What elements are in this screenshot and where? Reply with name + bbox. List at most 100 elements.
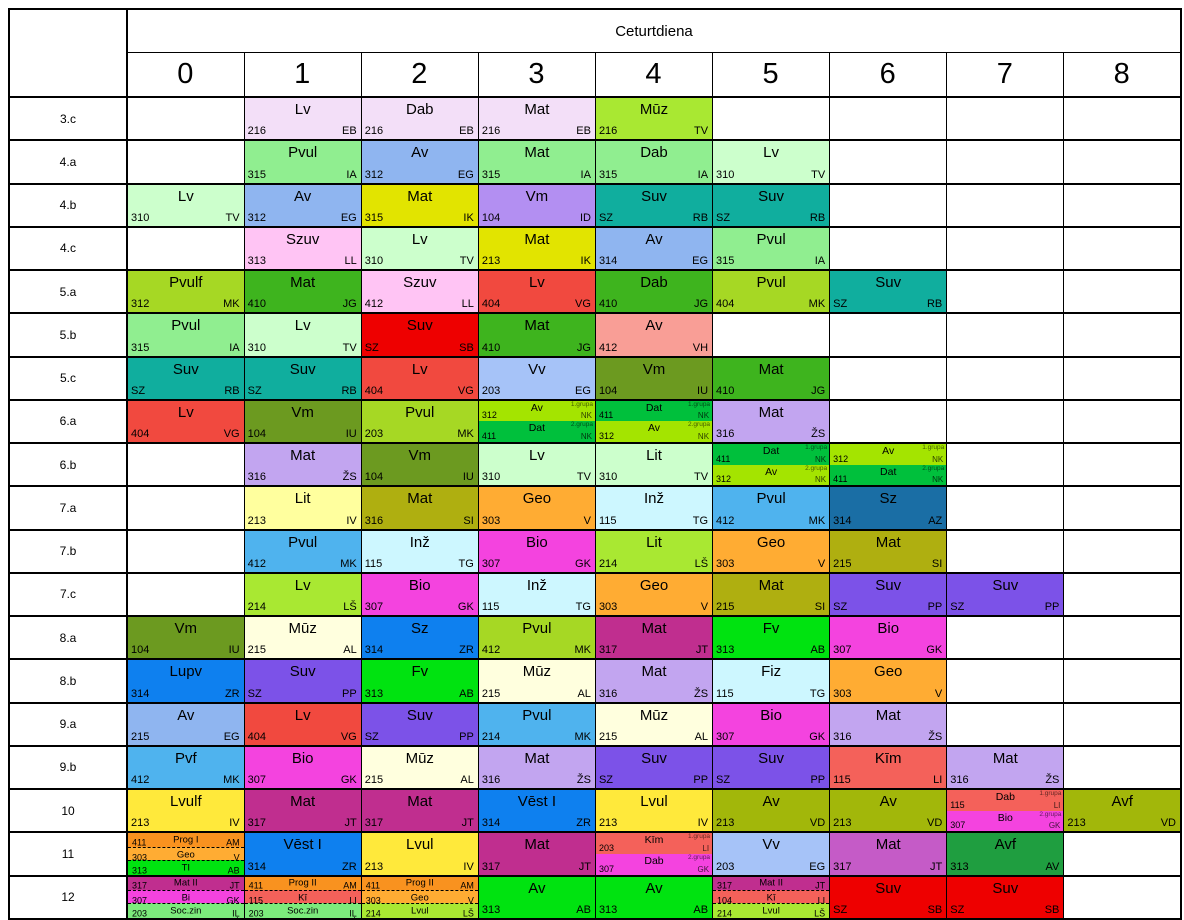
lesson: 303 Geo V — [479, 488, 595, 528]
lesson: 214 Pvul MK — [479, 704, 595, 744]
lesson-cell: 310 Lit TV — [594, 441, 714, 488]
room-number: 307 — [364, 601, 384, 613]
room-number: 203 — [364, 428, 384, 440]
lesson-cell: 315 Mat IK — [360, 182, 479, 228]
empty-cell — [829, 95, 948, 142]
room-number: 412 — [247, 557, 266, 570]
room-number: 411 — [132, 837, 147, 848]
subject-name: Suv — [289, 360, 316, 378]
lesson-cell: 203 Pvul MK — [360, 398, 479, 445]
group-label: 1.grupa — [922, 444, 945, 451]
teacher-initials: IK — [580, 255, 591, 267]
lesson: 404 Pvul MK — [713, 272, 829, 312]
empty-cell — [1063, 571, 1182, 618]
lesson-cell: 412 Pvf MK — [126, 744, 245, 791]
subject-name: Pvul — [756, 230, 786, 248]
lesson-cell: 104 Vm IU — [243, 398, 362, 445]
empty-cell — [829, 225, 948, 272]
teacher-initials: JT — [930, 860, 943, 873]
room-number: 213 — [131, 817, 150, 830]
room-number: 404 — [131, 428, 150, 440]
room-number: 410 — [481, 341, 501, 354]
lesson: 314 Lupv ZR — [128, 661, 244, 701]
lesson-cell: 315 Pvul IA — [126, 312, 245, 358]
room-number: 412 — [364, 298, 384, 311]
room-number: 312 — [833, 453, 849, 464]
lesson-stack: 411 Prog II AM 303 Geo V 214 Lvul LŠ — [362, 877, 478, 917]
class-label: 7.c — [8, 571, 128, 618]
subject-name: Vv — [528, 360, 546, 378]
lesson-cell: SZ Suv RB — [126, 355, 245, 401]
lesson: 313 Szuv LL — [245, 228, 361, 268]
lesson: SZ Suv RB — [596, 185, 712, 225]
subject-name: Dab — [640, 274, 668, 291]
lesson: 315 Pvul IA — [128, 315, 244, 355]
lesson: 307 Bio GK — [830, 618, 946, 658]
teacher-initials: IU — [697, 384, 709, 397]
teacher-initials: IĻ — [232, 908, 240, 919]
room-number: 313 — [481, 903, 501, 916]
period-header-8: 8 — [1063, 52, 1182, 98]
teacher-initials: EB — [459, 125, 474, 138]
subject-name: Lvul — [762, 905, 780, 917]
period-header-1: 1 — [243, 52, 362, 98]
empty-cell — [126, 139, 245, 185]
teacher-initials: PP — [459, 730, 474, 743]
teacher-initials: VG — [223, 428, 240, 440]
empty-cell — [1063, 485, 1182, 531]
subject-name: Lit — [294, 490, 311, 508]
subject-name: Dat — [880, 465, 897, 478]
lesson-cell: 404 Lv VG — [126, 398, 245, 445]
room-number: 411 — [481, 431, 497, 441]
subject-name: Avf — [994, 836, 1017, 854]
lesson-cell: 411 Prog II AM 303 Geo V 214 Lvul LŠ — [360, 874, 479, 920]
empty-cell — [126, 485, 245, 531]
empty-cell — [829, 139, 948, 185]
lesson: 307 Bio GK — [362, 574, 478, 614]
group-lesson: 411 Dat 1.grupa NK — [596, 401, 712, 423]
lesson-cell: 315 Dab IA — [594, 139, 714, 185]
lesson: 412 Pvul MK — [479, 618, 595, 658]
lesson: 315 Dab IA — [596, 142, 712, 182]
class-label: 6.b — [8, 441, 128, 488]
subject-name: Kīm — [874, 749, 902, 767]
empty-cell — [1063, 441, 1182, 488]
group-label: 1.grupa — [570, 400, 593, 408]
lesson-cell: 310 Lv TV — [126, 182, 245, 228]
subject-name: Mat — [758, 403, 784, 421]
room-number: 313 — [247, 255, 266, 267]
teacher-initials: RB — [809, 211, 826, 224]
lesson: SZ Suv PP — [596, 747, 712, 787]
room-number: 310 — [716, 168, 735, 181]
empty-cell — [1063, 225, 1182, 272]
class-label: 4.b — [8, 182, 128, 228]
lesson: 412 Av VH — [596, 315, 712, 355]
stacked-lesson: 214 Lvul LŠ — [713, 902, 829, 917]
teacher-initials: GK — [340, 774, 357, 786]
group-label: 2.grupa — [805, 464, 828, 472]
subject-name: Lv — [177, 403, 194, 421]
empty-cell — [829, 182, 948, 228]
lesson-stack: 411 Prog II AM 115 Kī LI 203 Soc.zin IĻ — [245, 877, 361, 917]
subject-name: Lvul — [406, 836, 434, 854]
class-label: 11 — [8, 831, 128, 877]
teacher-initials: ID — [579, 211, 591, 224]
room-number: SZ — [950, 903, 965, 916]
subject-name: Pvf — [174, 749, 197, 767]
subject-name: Pvul — [288, 144, 318, 162]
lesson: SZ Suv PP — [947, 574, 1063, 614]
subject-name: Mat — [290, 274, 316, 291]
lesson-cell: 404 Lv VG — [243, 701, 362, 747]
empty-cell — [1063, 614, 1182, 661]
lesson: 316 Mat ŽS — [596, 661, 712, 701]
subject-name: Mat — [875, 836, 901, 854]
subject-name: Mat — [290, 447, 316, 464]
teacher-initials: SB — [459, 341, 474, 354]
lesson-cell: SZ Suv PP — [946, 571, 1065, 618]
room-number: 317 — [833, 860, 852, 873]
teacher-initials: ZR — [342, 860, 357, 873]
lesson: 316 Mat SI — [362, 488, 478, 528]
teacher-initials: NK — [697, 432, 710, 441]
teacher-initials: MK — [808, 298, 826, 311]
empty-cell — [1063, 355, 1182, 401]
